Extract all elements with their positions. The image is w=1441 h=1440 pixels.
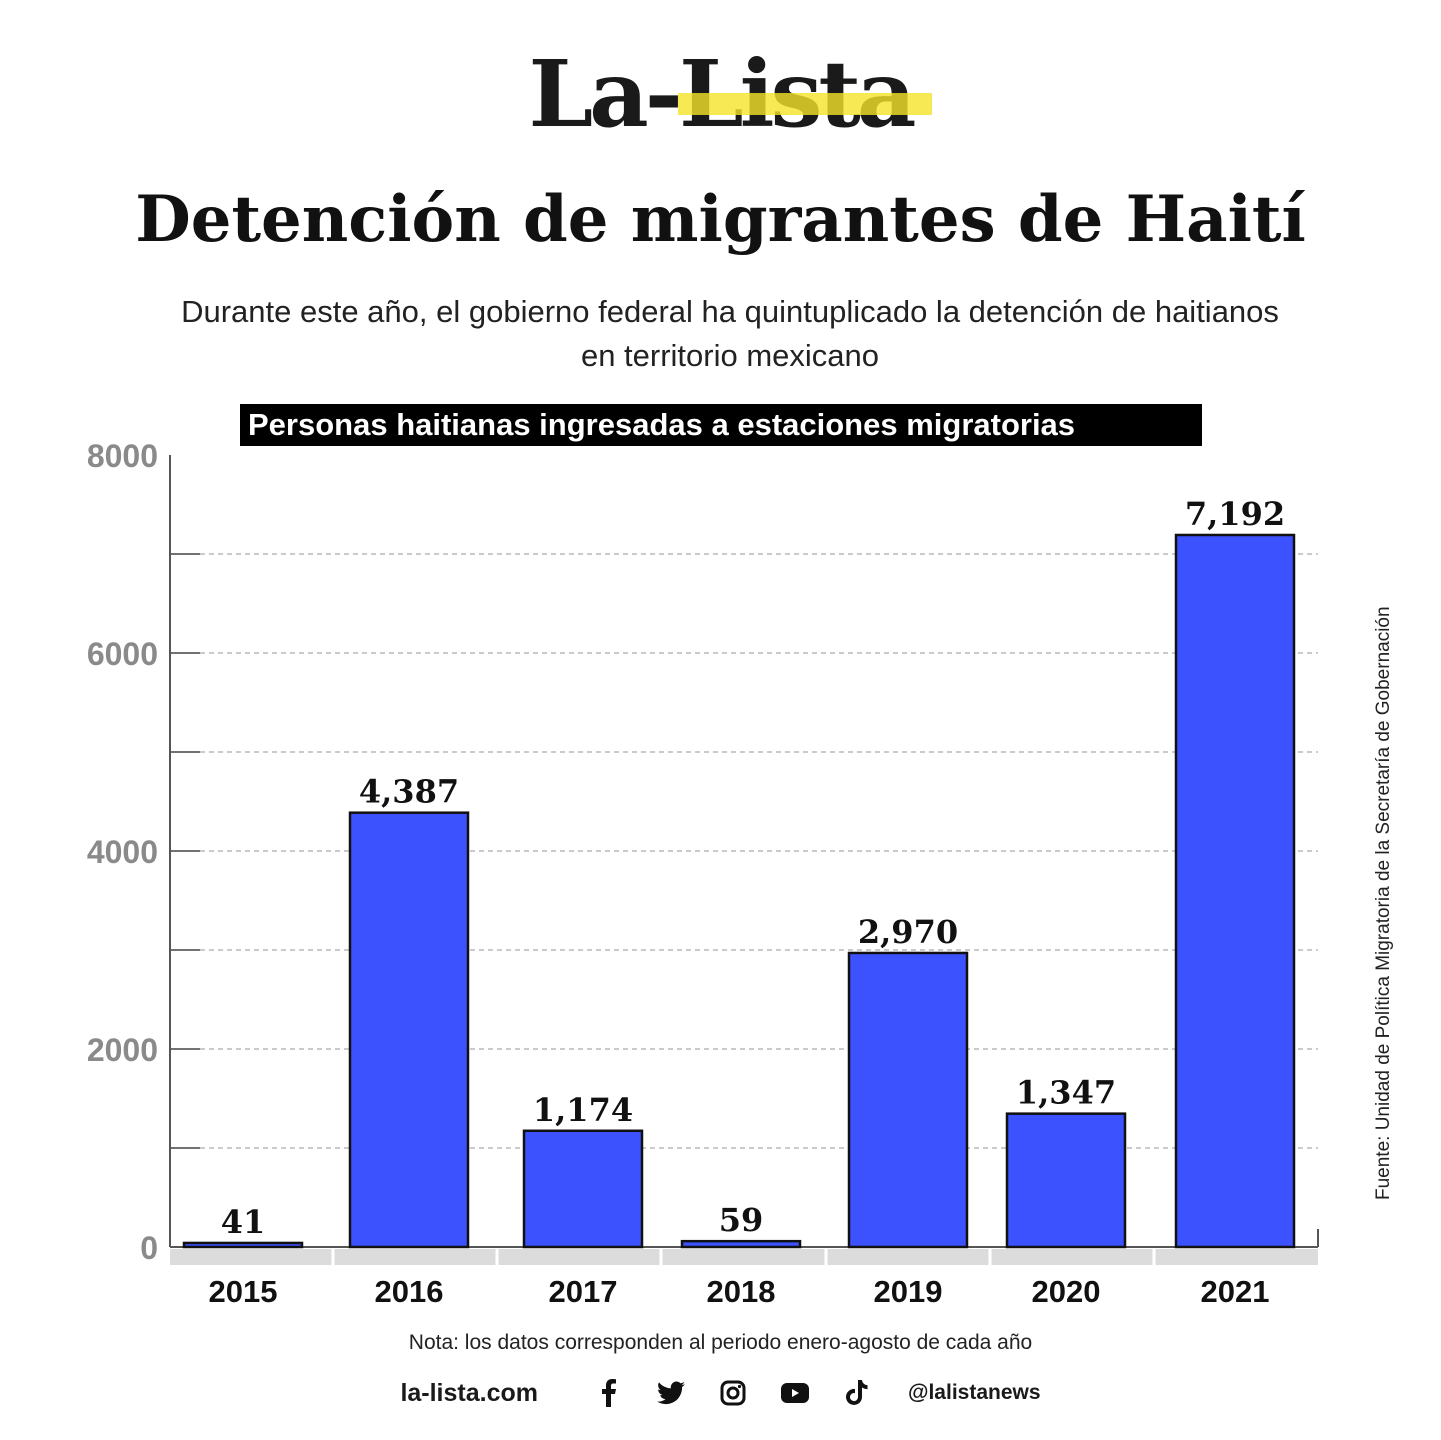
data-label: 59 <box>719 1201 764 1239</box>
bar-2016 <box>348 811 470 1249</box>
data-label: 4,387 <box>359 773 459 811</box>
bar-2021 <box>1174 533 1296 1249</box>
page-title: Detención de migrantes de Haití <box>135 182 1306 257</box>
facebook-icon[interactable] <box>578 1379 640 1407</box>
chart-title: Personas haitianas ingresadas a estacion… <box>240 404 1202 446</box>
source-note: Fuente: Unidad de Política Migratoria de… <box>1373 606 1394 1200</box>
bar-2018 <box>680 1239 802 1249</box>
x-tick-label: 2020 <box>1032 1274 1101 1309</box>
social-handle: @lalistanews <box>908 1381 1041 1404</box>
y-tick-label: 8000 <box>87 438 158 474</box>
x-axis-band <box>170 1249 1318 1265</box>
subtitle: Durante este año, el gobierno federal ha… <box>181 294 1279 373</box>
y-tick-label: 4000 <box>87 834 158 870</box>
bar-2015 <box>182 1241 304 1249</box>
data-label: 41 <box>221 1203 266 1241</box>
instagram-icon[interactable] <box>702 1380 764 1406</box>
bar-2017 <box>522 1129 644 1249</box>
x-tick-label: 2016 <box>375 1274 444 1309</box>
y-tick-label: 0 <box>140 1230 158 1266</box>
data-label: 1,174 <box>533 1091 633 1129</box>
bar-2019 <box>847 951 969 1249</box>
youtube-icon[interactable] <box>764 1383 826 1403</box>
x-tick-label: 2018 <box>707 1274 776 1309</box>
twitter-icon[interactable] <box>640 1381 702 1405</box>
data-label: 1,347 <box>1016 1074 1116 1112</box>
x-tick-label: 2015 <box>209 1274 278 1309</box>
x-tick-label: 2017 <box>549 1274 618 1309</box>
x-tick-label: 2019 <box>874 1274 943 1309</box>
y-tick-label: 6000 <box>87 636 158 672</box>
data-label: 2,970 <box>858 913 958 951</box>
footnote: Nota: los datos corresponden al periodo … <box>408 1331 1033 1354</box>
logo-highlight <box>678 93 932 115</box>
site-link[interactable]: la-lista.com <box>400 1378 538 1407</box>
x-tick-label: 2021 <box>1201 1274 1270 1309</box>
data-label: 7,192 <box>1185 495 1285 533</box>
footer: la-lista.com @lalistanews <box>0 1373 1441 1413</box>
y-tick-label: 2000 <box>87 1032 158 1068</box>
tiktok-icon[interactable] <box>826 1379 888 1407</box>
bar-2020 <box>1005 1112 1127 1249</box>
